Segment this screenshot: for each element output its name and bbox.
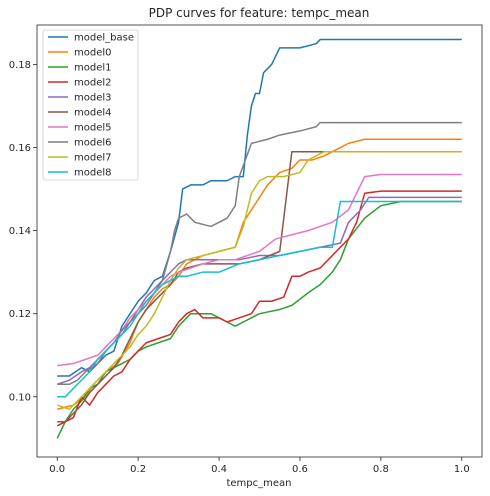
x-tick-label: 0.0 [49,464,65,475]
legend-label: model8 [74,168,112,179]
x-tick-label: 0.2 [130,464,146,475]
chart-title: PDP curves for feature: tempc_mean [149,6,370,20]
legend-label: model2 [74,78,112,89]
legend-label: model0 [74,48,112,59]
y-tick-label: 0.16 [9,143,31,154]
series-line-model8 [57,200,462,398]
x-ticks: 0.0 0.2 0.4 0.6 0.8 1.0 [49,457,470,475]
legend-label: model3 [74,93,112,104]
x-tick-label: 0.6 [292,464,308,475]
series-line-model-base [57,38,462,377]
y-tick-label: 0.14 [9,226,31,237]
legend-label: model5 [74,123,112,134]
series-line-model5 [57,173,462,367]
x-tick-label: 0.4 [211,464,227,475]
series-line-model1 [56,200,462,439]
series-layer [56,38,462,439]
legend-label: model6 [74,138,112,149]
legend-label: model7 [74,153,112,164]
legend: model_base model0 model1 model2 model3 model4… [42,29,139,181]
y-tick-label: 0.18 [9,60,31,71]
series-line-model2 [56,190,462,427]
y-tick-label: 0.12 [9,309,31,320]
x-tick-label: 1.0 [454,464,470,475]
y-tick-label: 0.10 [9,392,31,403]
x-tick-label: 0.8 [373,464,389,475]
y-ticks: 0.10 0.12 0.14 0.16 0.18 [9,60,37,403]
legend-label: model4 [74,108,112,119]
legend-label: model1 [74,63,112,74]
series-line-model7 [56,150,462,410]
series-line-model4 [57,150,462,423]
axes-frame [36,24,483,458]
x-axis-title: tempc_mean [226,478,291,489]
legend-label: model_base [74,33,134,44]
